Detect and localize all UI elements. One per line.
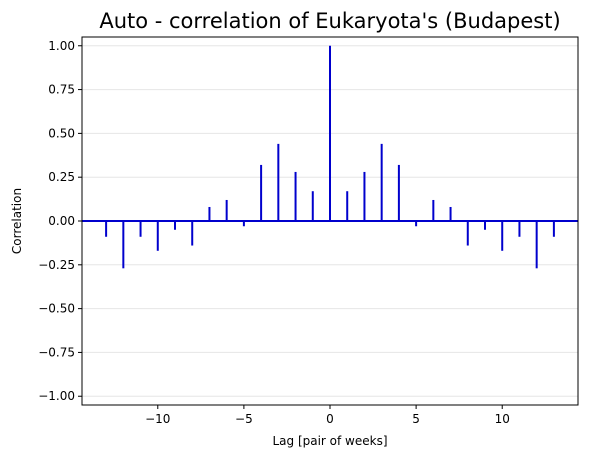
y-axis-label: Correlation: [10, 188, 24, 254]
chart-title: Auto - correlation of Eukaryota's (Budap…: [99, 9, 560, 33]
x-tick-label: −10: [145, 412, 170, 426]
bars: [105, 45, 555, 269]
x-tick-label: −5: [235, 412, 253, 426]
x-tick-label: 10: [495, 412, 510, 426]
y-axis-ticks: −1.00 −0.75 −0.50 −0.25 0.00 0.25 0.50 0.75 1.00: [38, 39, 82, 403]
y-tick-label: −0.50: [38, 302, 75, 316]
x-axis-ticks: −10 −5 0 5 10: [145, 405, 510, 426]
x-axis-label: Lag [pair of weeks]: [272, 434, 387, 448]
x-tick-label: 0: [326, 412, 334, 426]
y-tick-label: 0.25: [48, 170, 75, 184]
y-tick-label: −0.75: [38, 345, 75, 359]
y-tick-label: −1.00: [38, 389, 75, 403]
y-tick-label: 1.00: [48, 39, 75, 53]
y-tick-label: 0.75: [48, 83, 75, 97]
y-tick-label: 0.00: [48, 214, 75, 228]
y-tick-label: 0.50: [48, 126, 75, 140]
x-tick-label: 5: [412, 412, 420, 426]
y-tick-label: −0.25: [38, 258, 75, 272]
